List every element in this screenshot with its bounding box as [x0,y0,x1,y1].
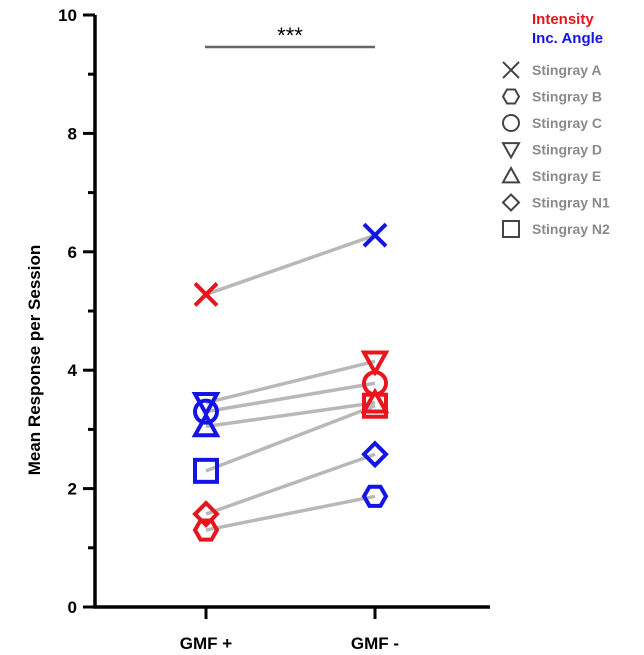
connector-line [205,233,376,297]
y-tick-label: 6 [68,243,77,262]
triangle-down-icon [501,142,521,160]
y-tick-label: 8 [68,124,77,143]
x-marker [193,282,219,307]
legend-shape-label: Stingray D [532,142,602,158]
square-marker [193,457,219,484]
markers [191,222,390,542]
x-tick-label: GMF - [351,634,399,653]
y-tick-label: 4 [68,361,78,380]
triangle-up-marker [360,387,390,414]
legend-color-label: Intensity [532,11,594,28]
x-stroke [193,282,219,307]
legend-shape-label: Stingray B [532,89,602,105]
legend-shape-label: Stingray N2 [532,221,610,237]
connector-line [205,452,376,516]
legend-color-label: Inc. Angle [532,30,603,47]
x-marker [362,222,388,248]
axes: 0 2 4 6 8 10 GMF + GMF - [58,6,490,653]
connector-line [205,404,376,473]
circle-icon [502,114,520,132]
hexagon-marker [361,484,389,508]
x-tick-label: GMF + [180,634,232,653]
legend-shape-label: Stingray A [532,62,602,78]
connector-line [205,381,376,414]
triangle-up-marker [191,411,221,438]
connector-line [205,359,376,405]
circle-marker [193,398,219,425]
legend-shape-label: Stingray E [532,168,601,184]
significance-label: *** [277,23,303,48]
y-tick-label: 10 [58,6,77,25]
diamond-marker [192,500,220,528]
hexagon-icon [501,88,521,105]
legend: Intensity Inc. Angle Stingray A Stingray B S… [501,11,610,238]
square-icon [502,220,520,238]
triangle-up-icon [501,165,521,184]
connector-line [205,494,376,532]
y-tick-label: 0 [68,598,77,617]
y-tick-label: 2 [68,480,77,499]
connector-line [205,401,376,429]
x-stroke [362,222,388,248]
x-icon [502,61,520,79]
diamond-icon [501,193,521,212]
triangle-down-marker [360,350,390,377]
legend-shape-label: Stingray N1 [532,195,610,211]
y-axis-label: Mean Response per Session [25,245,44,476]
square-marker [362,392,388,419]
triangle-down-marker [191,391,221,418]
connectors [205,233,376,532]
diamond-marker [361,440,389,469]
x-stroke [502,61,520,79]
legend-shape-label: Stingray C [532,115,602,131]
